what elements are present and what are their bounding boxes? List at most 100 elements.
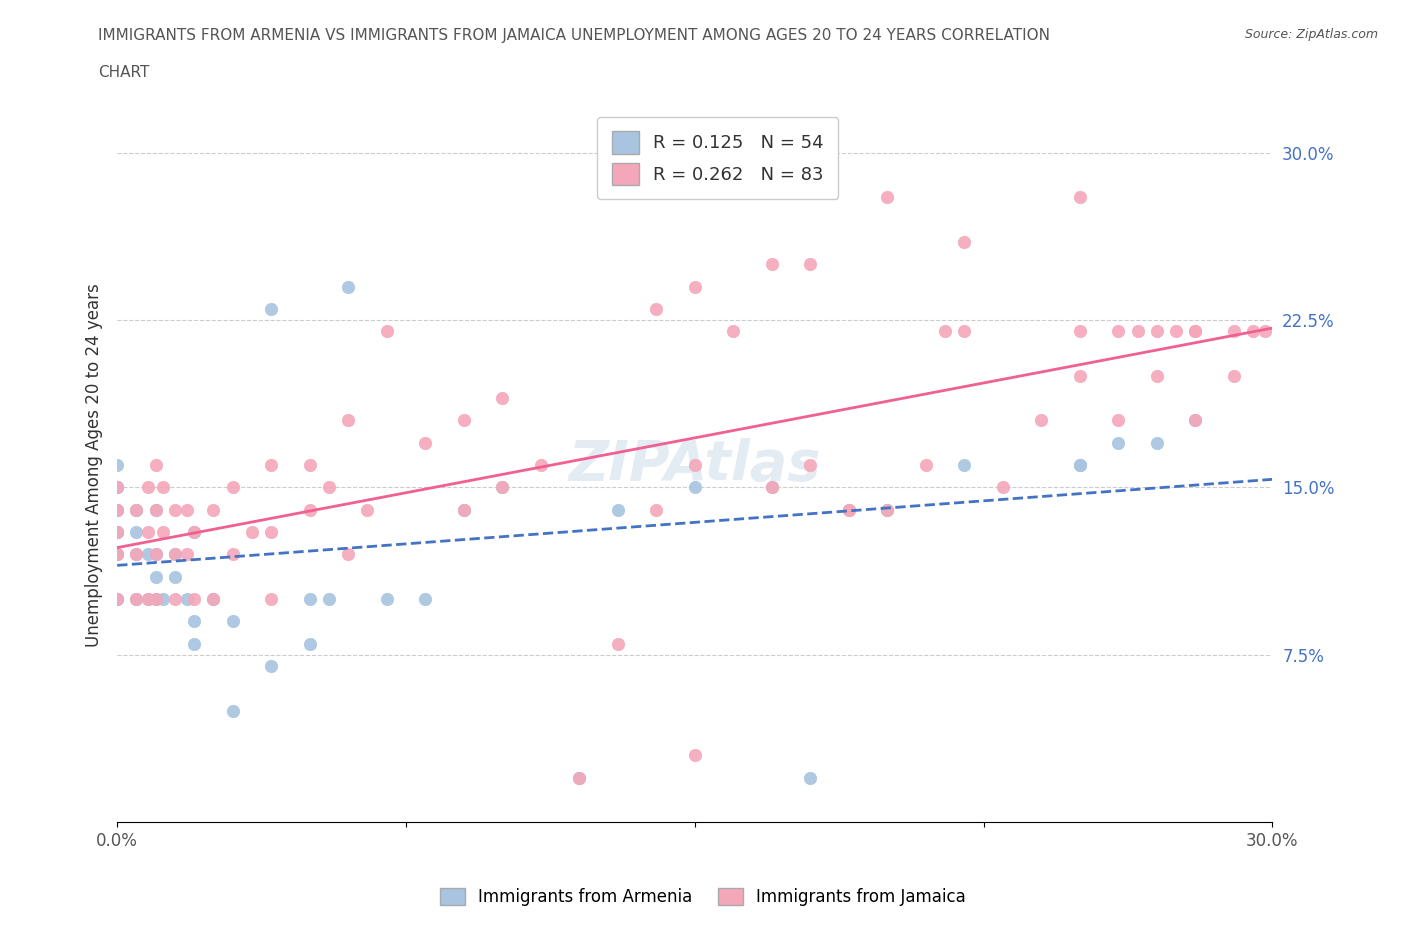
Point — [453, 502, 475, 517]
Point — [260, 591, 283, 606]
Point — [105, 547, 128, 562]
Point — [1069, 458, 1091, 472]
Legend: R = 0.125   N = 54, R = 0.262   N = 83: R = 0.125 N = 54, R = 0.262 N = 83 — [598, 117, 838, 199]
Point — [876, 190, 898, 205]
Point — [183, 636, 205, 651]
Point — [125, 591, 148, 606]
Point — [1223, 368, 1246, 383]
Point — [125, 502, 148, 517]
Point — [105, 458, 128, 472]
Point — [105, 547, 128, 562]
Point — [1069, 368, 1091, 383]
Point — [145, 547, 167, 562]
Point — [337, 547, 360, 562]
Point — [240, 525, 263, 539]
Point — [105, 502, 128, 517]
Point — [125, 547, 148, 562]
Point — [298, 636, 321, 651]
Point — [683, 748, 706, 763]
Point — [876, 502, 898, 517]
Point — [1146, 435, 1168, 450]
Point — [105, 480, 128, 495]
Point — [799, 257, 821, 272]
Point — [163, 591, 186, 606]
Point — [761, 257, 783, 272]
Point — [152, 480, 174, 495]
Point — [105, 525, 128, 539]
Point — [1107, 435, 1129, 450]
Point — [337, 279, 360, 294]
Point — [1184, 324, 1206, 339]
Point — [1146, 324, 1168, 339]
Point — [202, 591, 225, 606]
Point — [1241, 324, 1264, 339]
Point — [105, 591, 128, 606]
Text: Source: ZipAtlas.com: Source: ZipAtlas.com — [1244, 28, 1378, 41]
Point — [163, 547, 186, 562]
Point — [222, 703, 245, 718]
Point — [183, 591, 205, 606]
Point — [136, 525, 159, 539]
Point — [136, 547, 159, 562]
Point — [176, 502, 198, 517]
Point — [298, 591, 321, 606]
Point — [260, 301, 283, 316]
Point — [1184, 413, 1206, 428]
Point — [183, 525, 205, 539]
Text: CHART: CHART — [98, 65, 150, 80]
Point — [683, 458, 706, 472]
Point — [222, 480, 245, 495]
Point — [568, 770, 591, 785]
Point — [145, 502, 167, 517]
Point — [606, 636, 628, 651]
Point — [761, 480, 783, 495]
Point — [337, 413, 360, 428]
Point — [105, 480, 128, 495]
Point — [991, 480, 1014, 495]
Point — [1107, 324, 1129, 339]
Point — [1184, 324, 1206, 339]
Point — [453, 502, 475, 517]
Point — [125, 502, 148, 517]
Point — [105, 480, 128, 495]
Point — [318, 480, 340, 495]
Point — [152, 525, 174, 539]
Point — [876, 502, 898, 517]
Point — [934, 324, 956, 339]
Point — [145, 458, 167, 472]
Point — [202, 591, 225, 606]
Point — [375, 591, 398, 606]
Text: IMMIGRANTS FROM ARMENIA VS IMMIGRANTS FROM JAMAICA UNEMPLOYMENT AMONG AGES 20 TO: IMMIGRANTS FROM ARMENIA VS IMMIGRANTS FR… — [98, 28, 1050, 43]
Point — [1184, 413, 1206, 428]
Point — [163, 502, 186, 517]
Point — [838, 502, 860, 517]
Point — [105, 525, 128, 539]
Point — [1146, 368, 1168, 383]
Point — [799, 770, 821, 785]
Point — [298, 458, 321, 472]
Point — [105, 525, 128, 539]
Point — [799, 458, 821, 472]
Point — [260, 458, 283, 472]
Point — [222, 547, 245, 562]
Point — [606, 502, 628, 517]
Point — [645, 301, 668, 316]
Point — [105, 525, 128, 539]
Point — [202, 502, 225, 517]
Point — [183, 614, 205, 629]
Point — [105, 591, 128, 606]
Point — [356, 502, 378, 517]
Point — [953, 324, 976, 339]
Point — [136, 480, 159, 495]
Point — [914, 458, 936, 472]
Point — [145, 502, 167, 517]
Point — [145, 569, 167, 584]
Point — [1069, 324, 1091, 339]
Point — [152, 591, 174, 606]
Point — [260, 658, 283, 673]
Point — [491, 391, 513, 405]
Y-axis label: Unemployment Among Ages 20 to 24 years: Unemployment Among Ages 20 to 24 years — [86, 284, 103, 647]
Point — [125, 547, 148, 562]
Text: ZIPAtlas: ZIPAtlas — [568, 438, 821, 492]
Point — [413, 591, 436, 606]
